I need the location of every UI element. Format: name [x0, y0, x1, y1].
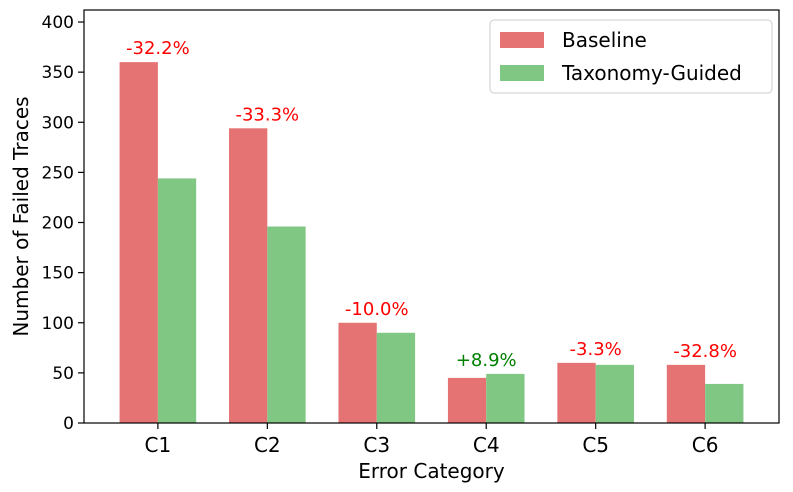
- bar-taxonomy-guided-c3: [376, 332, 416, 423]
- bar-baseline-c3: [338, 322, 377, 423]
- bar-baseline-c6: [666, 364, 706, 423]
- legend: Baseline Taxonomy-Guided: [489, 19, 773, 94]
- bar-taxonomy-guided-c6: [705, 383, 744, 423]
- bar-baseline-c1: [119, 62, 158, 423]
- legend-box: [489, 19, 773, 94]
- y-tick-label: 50: [52, 364, 74, 384]
- y-tick-label: 200: [42, 214, 74, 234]
- x-tick-label-c6: C6: [692, 433, 719, 457]
- annotations: -32.2% -33.3% -10.0% +8.9% -3.3% -32.8%: [126, 38, 737, 371]
- change-label-c3: -10.0%: [345, 299, 409, 320]
- x-tick-label-c4: C4: [473, 433, 500, 457]
- y-axis: 0 50 100 150 200 250 300 350 400: [42, 13, 84, 434]
- y-tick-label: 150: [42, 264, 74, 284]
- legend-swatch-baseline: [500, 32, 544, 48]
- legend-swatch-taxonomy-guided: [500, 65, 544, 81]
- bar-taxonomy-guided-c2: [267, 226, 306, 423]
- y-tick-label: 350: [42, 63, 74, 83]
- plot-bars: [119, 62, 744, 424]
- legend-label-baseline: Baseline: [562, 28, 647, 52]
- x-tick-label-c5: C5: [582, 433, 609, 457]
- x-tick-label-c1: C1: [145, 433, 172, 457]
- bar-taxonomy-guided-c4: [486, 373, 525, 423]
- x-tick-label-c3: C3: [363, 433, 390, 457]
- y-axis-title: Number of Failed Traces: [9, 96, 33, 336]
- y-tick-label: 100: [42, 314, 74, 334]
- y-tick-label: 400: [42, 13, 74, 33]
- x-axis-title: Error Category: [358, 459, 505, 483]
- x-axis: C1 C2 C3 C4 C5 C6: [145, 423, 719, 457]
- y-tick-label: 250: [42, 163, 74, 183]
- y-tick-label: 300: [42, 113, 74, 133]
- change-label-c1: -32.2%: [126, 38, 190, 59]
- bar-baseline-c4: [447, 377, 487, 423]
- change-label-c6: -32.8%: [673, 341, 737, 362]
- change-label-c5: -3.3%: [570, 339, 622, 360]
- bar-baseline-c5: [557, 362, 596, 423]
- change-label-c4: +8.9%: [456, 350, 517, 371]
- x-tick-label-c2: C2: [254, 433, 281, 457]
- bar-taxonomy-guided-c1: [157, 178, 197, 423]
- change-label-c2: -33.3%: [235, 104, 299, 125]
- bar-baseline-c2: [229, 128, 268, 424]
- y-tick-label: 0: [63, 414, 74, 434]
- bar-taxonomy-guided-c5: [595, 364, 634, 423]
- legend-label-taxonomy-guided: Taxonomy-Guided: [561, 61, 742, 85]
- plot-frame: [83, 9, 780, 424]
